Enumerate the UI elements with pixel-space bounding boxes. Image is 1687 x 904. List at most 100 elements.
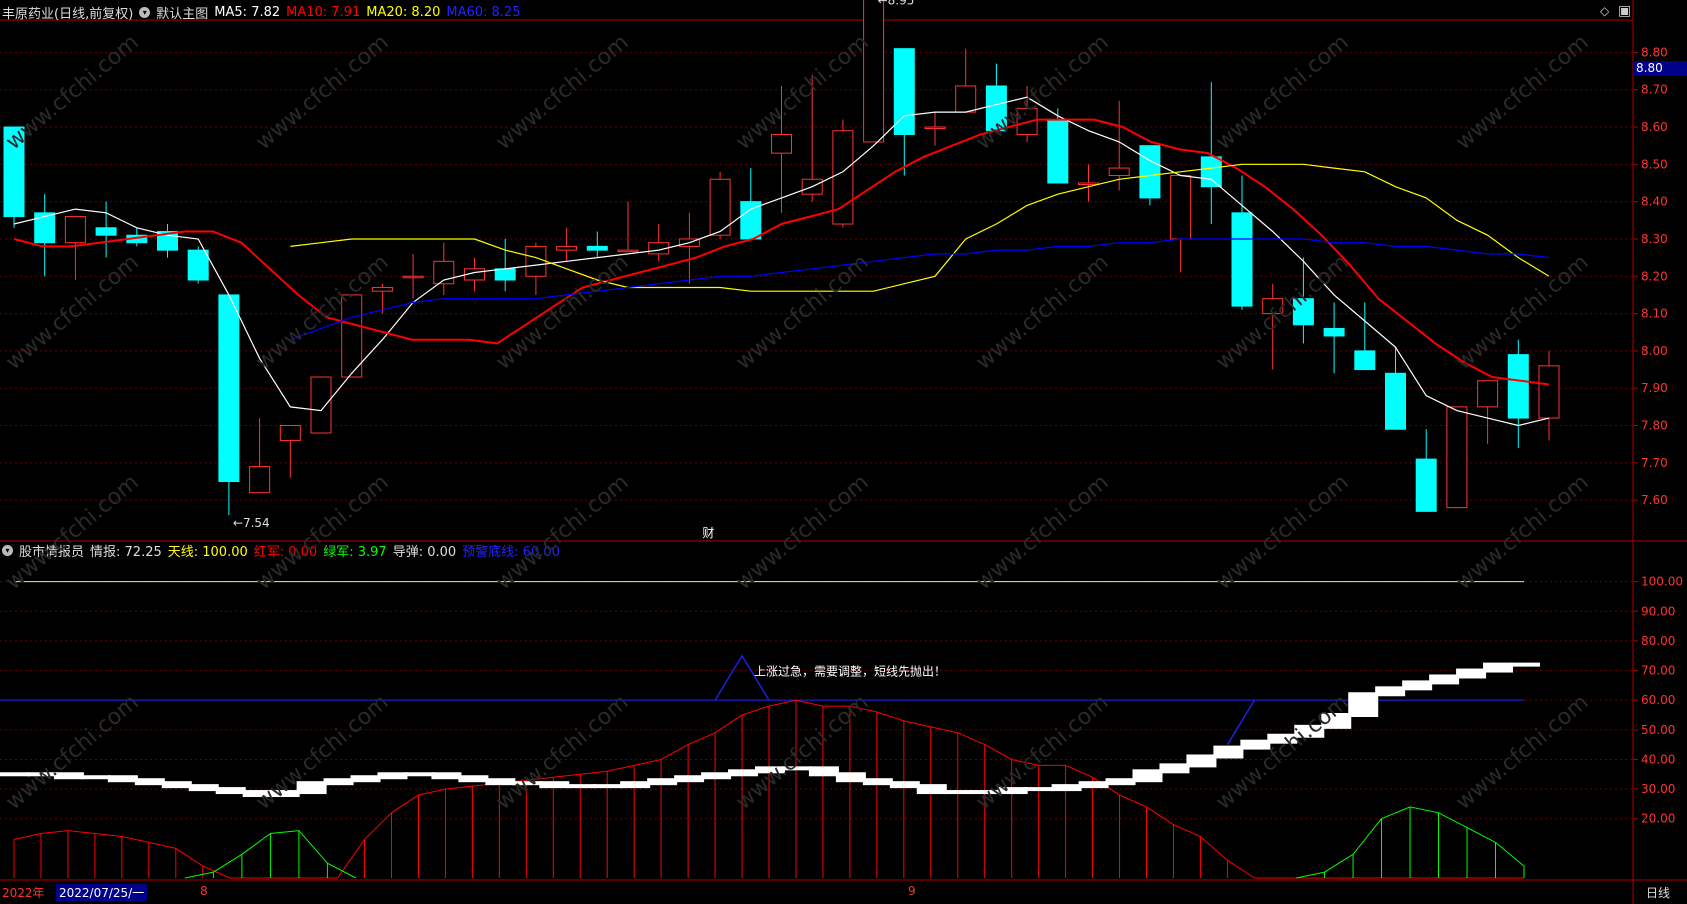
qingbao-block <box>647 778 678 786</box>
missile-peak-line <box>714 654 770 701</box>
candle-body <box>34 212 56 244</box>
y-tick-label: 7.70 <box>1641 456 1668 470</box>
qingbao-block <box>1240 739 1271 750</box>
candle-body <box>1139 145 1161 199</box>
baoxian-value: 预警底线: 60.00 <box>462 544 560 560</box>
qingbao-block <box>701 772 732 780</box>
ma-line-ma20 <box>290 163 1550 292</box>
qingbao-block <box>26 772 57 777</box>
red-army-line <box>13 699 1524 879</box>
qingbao-block <box>835 772 866 783</box>
candle-body <box>341 294 363 378</box>
diamond-icon[interactable]: ◇ <box>1600 4 1610 18</box>
qingbao-block <box>970 790 1001 795</box>
y-tick-label: 8.50 <box>1641 157 1668 171</box>
candle-body <box>95 227 117 236</box>
high-annotation: ←8.95 <box>878 0 915 7</box>
qingbao-block <box>728 769 759 777</box>
candle-body <box>494 268 516 281</box>
candle-body <box>218 294 240 482</box>
qingbao-block <box>916 784 947 795</box>
green-army-line <box>1295 806 1525 879</box>
qingbao-block <box>1456 668 1487 679</box>
ma-line-ma10 <box>13 118 1550 386</box>
qingbao-block <box>755 766 785 774</box>
ma-line-ma60 <box>290 238 1550 341</box>
candle-body <box>1446 406 1468 509</box>
y-tick-label: 8.20 <box>1641 269 1668 283</box>
candle-body <box>586 245 608 251</box>
qingbao-block <box>512 781 543 786</box>
y-tick-label: 7.90 <box>1641 381 1668 395</box>
candle-body <box>433 260 455 285</box>
qingbao-block <box>1483 662 1514 673</box>
candle-body <box>1262 298 1284 315</box>
qingbao-block <box>161 781 192 789</box>
qingbao-block <box>269 790 300 798</box>
y-tick-label: 8.10 <box>1641 307 1668 321</box>
qingbao-block <box>80 775 111 780</box>
y-tick-label: 20.00 <box>1641 812 1675 826</box>
candle-body <box>893 48 915 135</box>
qingbao-block <box>1159 763 1190 774</box>
qingbao-block <box>188 784 219 792</box>
qingbao-block <box>107 775 138 783</box>
qingbao-block <box>485 778 516 786</box>
qingbao-block <box>1186 754 1217 768</box>
qingbao-block <box>997 787 1028 795</box>
qingbao-block <box>242 790 273 798</box>
qingbao-block <box>1375 686 1406 697</box>
candle-body <box>525 245 547 277</box>
green-army-line <box>184 830 357 879</box>
ma-line-ma5 <box>13 96 1550 427</box>
qingbao-block <box>593 784 624 789</box>
candle-body <box>832 130 854 225</box>
cai-marker: 财 <box>702 526 714 540</box>
y-tick-label: 8.80 <box>1641 45 1668 59</box>
qingbao-block <box>620 781 651 789</box>
candle-body <box>64 216 86 244</box>
qingbao-block <box>0 772 30 777</box>
window-icon[interactable]: ▣ <box>1618 3 1632 19</box>
candle-body <box>279 425 301 441</box>
candle-body <box>1354 350 1376 371</box>
candle-body <box>1078 182 1099 185</box>
indicator-dropdown-icon[interactable]: ▾ <box>2 544 13 556</box>
qingbao-block <box>1429 674 1460 685</box>
qingbao-block <box>53 772 84 780</box>
qingbao-block <box>431 772 462 780</box>
candle-body <box>1323 328 1345 337</box>
indicator-name[interactable]: 股市情报员 <box>19 544 85 560</box>
candle-body <box>3 126 25 218</box>
indicator-header: ▾ 股市情报员 情报: 72.25 天线: 100.00 红军: 0.00 绿军… <box>2 541 566 560</box>
y-tick-label: 8.30 <box>1641 232 1668 246</box>
ma5-value: MA5: 7.82 <box>214 4 281 20</box>
daodan-value: 导弹: 0.00 <box>392 544 457 560</box>
candle-body <box>371 286 393 292</box>
qingbao-block <box>1510 662 1540 667</box>
candle-body <box>1477 380 1499 408</box>
main-chart-label[interactable]: 默认主图 <box>156 6 209 22</box>
qingbao-value: 情报: 72.25 <box>90 544 162 560</box>
lvjun-value: 绿军: 3.97 <box>323 544 387 560</box>
qingbao-block <box>458 775 489 783</box>
hongjun-value: 红军: 0.00 <box>253 544 318 560</box>
period-label[interactable]: 日线 <box>1646 886 1671 900</box>
qingbao-block <box>566 784 597 789</box>
qingbao-block <box>1294 724 1325 738</box>
y-tick-label: 8.70 <box>1641 83 1668 97</box>
qingbao-block <box>404 772 435 777</box>
candle-body <box>955 85 977 113</box>
qingbao-block <box>781 766 812 771</box>
y-tick-label: 70.00 <box>1641 664 1675 678</box>
candle-body <box>1108 167 1130 177</box>
y-tick-label: 50.00 <box>1641 723 1675 737</box>
y-tick-label: 90.00 <box>1641 604 1675 618</box>
candle-body <box>1385 372 1406 430</box>
qingbao-block <box>1402 680 1433 691</box>
stock-title: 丰原药业(日线,前复权) <box>2 6 134 22</box>
dropdown-icon[interactable]: ▾ <box>139 6 151 18</box>
qingbao-block <box>377 772 408 780</box>
qingbao-block <box>350 775 381 783</box>
